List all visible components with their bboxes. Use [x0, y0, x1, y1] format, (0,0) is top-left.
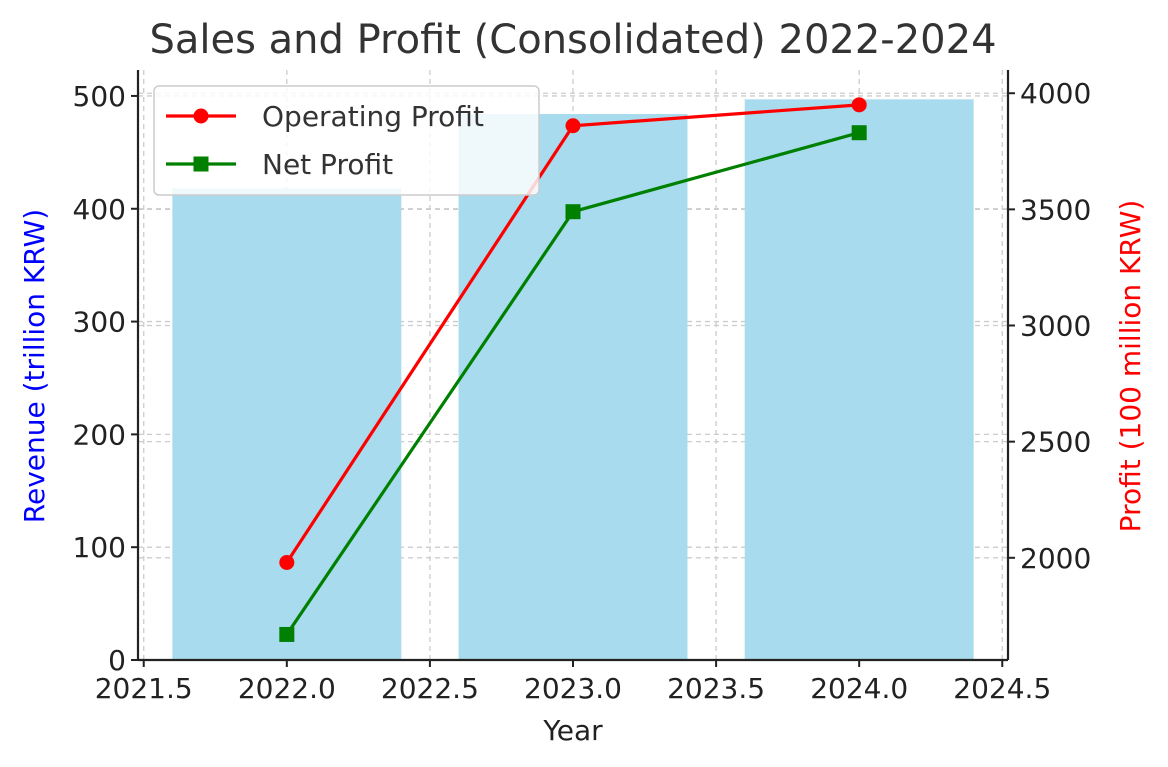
legend-label: Operating Profit — [262, 100, 484, 133]
x-tick-label: 2023.0 — [524, 672, 622, 705]
legend-box — [153, 85, 540, 196]
y-axis-right-label: Profit (100 million KRW) — [1114, 200, 1147, 533]
legend-marker — [193, 108, 209, 124]
series-point — [279, 626, 295, 642]
legend-label: Net Profit — [262, 148, 393, 181]
revenue-bar — [458, 113, 688, 661]
y-right-tick-label: 4000 — [1020, 77, 1091, 110]
y-right-tick-label: 3500 — [1020, 193, 1091, 226]
y-left-tick-label: 300 — [73, 306, 126, 339]
y-right-tick-label: 2000 — [1020, 542, 1091, 575]
series-point — [279, 554, 295, 570]
y-axis-left-label: Revenue (trillion KRW) — [18, 209, 51, 523]
y-right-tick-label: 3000 — [1020, 310, 1091, 343]
x-tick-label: 2023.5 — [667, 672, 765, 705]
y-left-tick-label: 400 — [73, 193, 126, 226]
y-left-tick-label: 500 — [73, 80, 126, 113]
y-left-tick-label: 0 — [108, 644, 126, 677]
revenue-bars — [172, 99, 974, 661]
tick-labels: 2021.5 2022.0 2022.5 2023.0 2023.5 2024.0 2024… — [73, 77, 1092, 705]
series-point — [565, 118, 581, 134]
x-tick-label: 2021.5 — [95, 672, 193, 705]
axes — [131, 70, 1015, 667]
chart-title: Sales and Profit (Consolidated) 2022-202… — [149, 17, 996, 63]
x-tick-label: 2024.0 — [810, 672, 908, 705]
x-axis-label: Year — [542, 714, 603, 747]
x-tick-label: 2024.5 — [953, 672, 1051, 705]
series-point — [851, 125, 867, 141]
y-left-tick-label: 100 — [73, 531, 126, 564]
series-point — [851, 97, 867, 113]
legend-marker — [193, 156, 209, 172]
x-tick-label: 2022.0 — [238, 672, 336, 705]
revenue-bar — [744, 99, 974, 660]
y-left-tick-label: 200 — [73, 418, 126, 451]
series-point — [565, 204, 581, 220]
legend: Operating Profit Net Profit — [153, 85, 540, 196]
profit-lines — [279, 97, 867, 642]
y-right-tick-label: 2500 — [1020, 426, 1091, 459]
revenue-bar — [172, 188, 402, 661]
x-tick-label: 2022.5 — [381, 672, 479, 705]
